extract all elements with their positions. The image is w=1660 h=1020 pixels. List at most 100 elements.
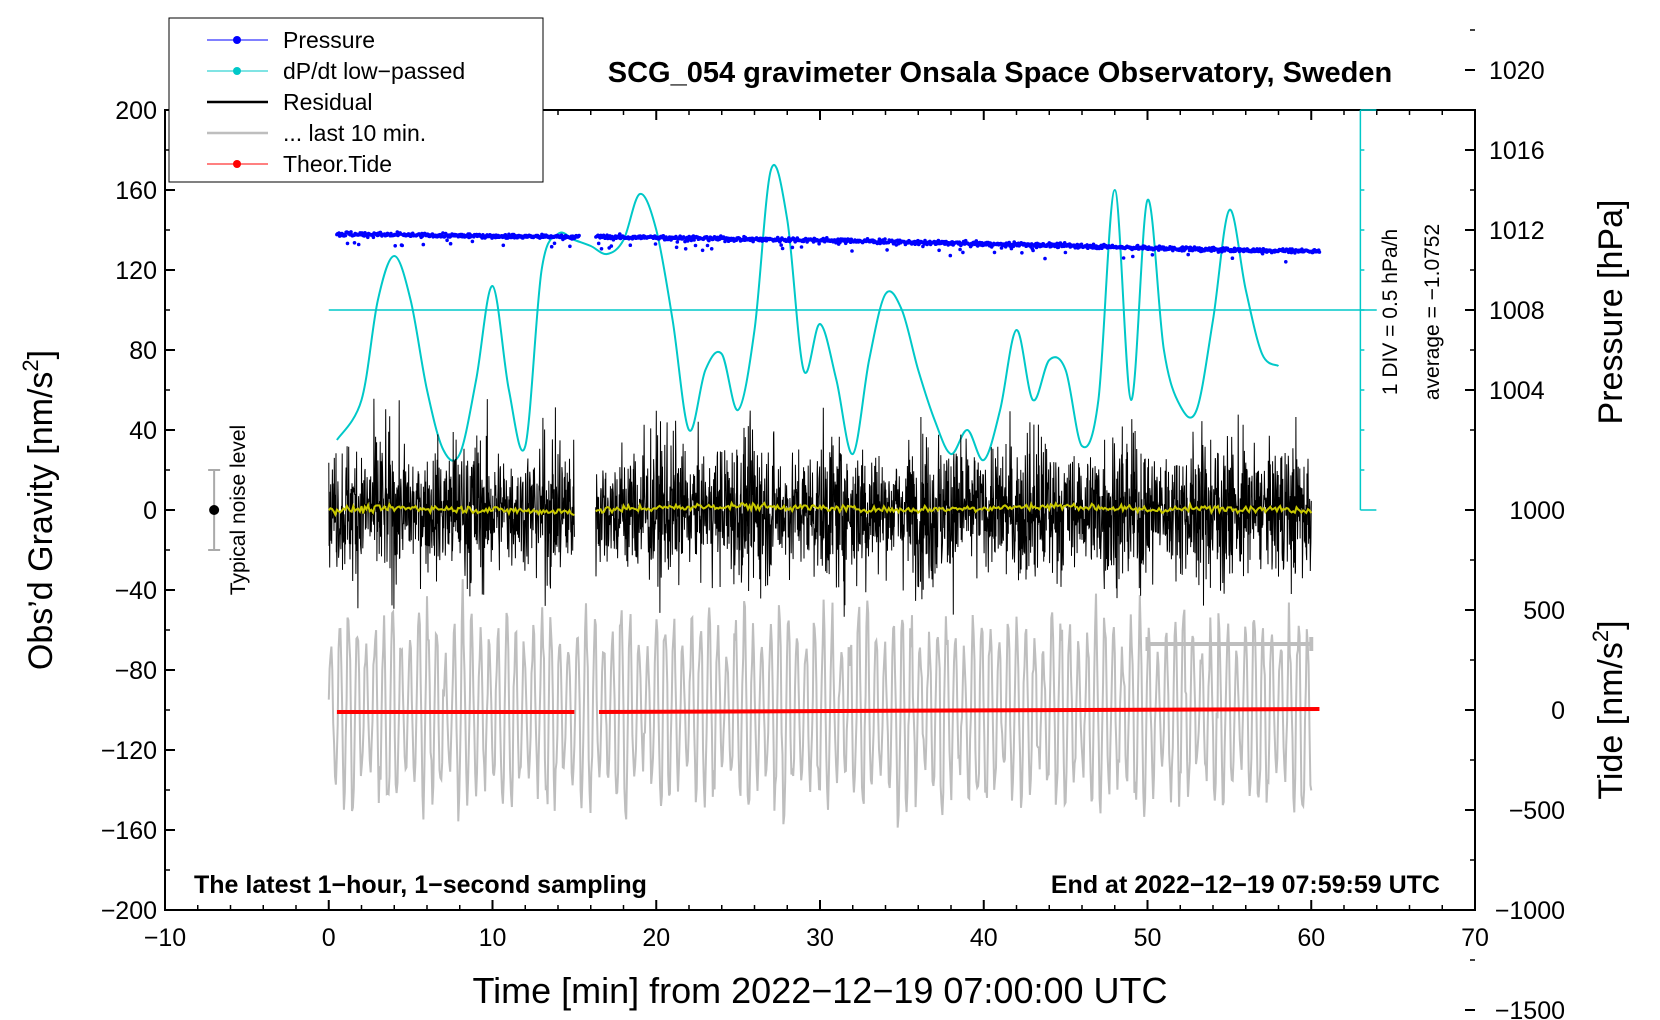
- tide-tick-label: 0: [1551, 697, 1565, 725]
- noise-level-label: Typical noise level: [227, 425, 250, 595]
- pressure-point: [609, 244, 614, 248]
- legend-marker: [233, 67, 241, 75]
- pressure-tick-label: 1008: [1489, 297, 1545, 325]
- tide-axis-label: Tide [nm/s2]: [1588, 620, 1630, 799]
- pressure-point: [549, 244, 554, 249]
- tide-tick-label: −1500: [1495, 997, 1565, 1020]
- pressure-point: [345, 241, 350, 246]
- chart-overlays: [208, 109, 1377, 651]
- pressure-point: [817, 241, 821, 246]
- pressure-point: [1043, 256, 1047, 261]
- pressure-point: [779, 243, 783, 247]
- pressure-point: [709, 247, 714, 251]
- pressure-point: [568, 244, 572, 249]
- pressure-point: [552, 241, 557, 246]
- residual-line: [328, 398, 1312, 617]
- theor-tide-line: [598, 707, 1320, 714]
- y-tick-label: −160: [101, 817, 157, 845]
- x-tick-label: 60: [1297, 924, 1325, 952]
- pressure-point: [1020, 251, 1024, 255]
- y-tick-label: 160: [115, 177, 157, 205]
- pressure-point: [1260, 251, 1265, 256]
- pressure-axis-label: Pressure [hPa]: [1592, 200, 1630, 425]
- legend-label: ... last 10 min.: [283, 120, 426, 146]
- last-10-min-series: [327, 579, 1313, 828]
- pressure-point: [352, 241, 357, 245]
- pressure-point: [448, 241, 453, 246]
- pressure-point: [470, 239, 475, 244]
- y-tick-label: 0: [143, 497, 157, 525]
- pressure-point: [393, 244, 398, 248]
- annotation-sampling: The latest 1−hour, 1−second sampling: [194, 871, 647, 899]
- residual-smoothed-series: [328, 500, 1313, 518]
- legend-label: dP/dt low−passed: [283, 58, 465, 84]
- dpdt-series: [336, 163, 1280, 462]
- pressure-point: [1121, 256, 1126, 260]
- pressure-point: [877, 237, 882, 241]
- noise-bar-center: [209, 505, 220, 515]
- pressure-tick-label: 1016: [1489, 137, 1545, 165]
- pressure-point: [958, 247, 962, 252]
- pressure-point: [599, 247, 604, 251]
- pressure-series: [335, 230, 1322, 264]
- pressure-point: [628, 243, 633, 247]
- pressure-point: [948, 253, 953, 258]
- pressure-point: [705, 243, 710, 248]
- pressure-point: [885, 248, 889, 252]
- pressure-point: [1186, 252, 1190, 257]
- pressure-point: [705, 235, 709, 239]
- pressure-point: [371, 235, 376, 240]
- dpdt-line: [336, 163, 1280, 462]
- tide-tick-label: 1000: [1509, 497, 1565, 525]
- tide-axis-ticks: 1000 500 0 −500 −1000 −1500: [1465, 497, 1565, 1020]
- legend-label: Theor.Tide: [283, 151, 392, 177]
- pressure-point: [992, 250, 997, 255]
- y-axis-label: Obs’d Gravity [nm/s2]: [18, 350, 60, 670]
- x-tick-label: 50: [1134, 924, 1162, 952]
- pressure-point: [1150, 253, 1155, 257]
- pressure-point: [961, 250, 965, 255]
- pressure-point: [883, 237, 887, 241]
- pressure-point: [799, 245, 804, 249]
- pressure-point: [1031, 248, 1035, 253]
- pressure-point: [1317, 250, 1322, 254]
- pressure-point: [674, 245, 679, 250]
- pressure-point: [683, 247, 688, 251]
- legend: Pressure dP/dt low−passed Residual ... last…: [168, 17, 544, 183]
- residual-series: [328, 398, 1312, 617]
- y-tick-label: −200: [101, 897, 157, 925]
- legend-box: [168, 17, 544, 183]
- x-tick-label: 40: [970, 924, 998, 952]
- div-scale-label: 1 DIV = 0.5 hPa/h: [1379, 229, 1402, 395]
- legend-marker: [233, 160, 241, 168]
- pressure-point: [675, 240, 680, 244]
- y-axis-ticks: 200 160 120 80 40 0 −40 −80 −120 −160 −200: [101, 97, 175, 925]
- pressure-point: [366, 235, 370, 240]
- tide-tick-label: 500: [1523, 597, 1565, 625]
- x-axis-ticks: −10 0 10 20 30 40 50 60 70: [144, 110, 1489, 952]
- y-tick-label: 120: [115, 257, 157, 285]
- pressure-point: [349, 230, 353, 234]
- y-tick-label: −120: [101, 737, 157, 765]
- pressure-point: [1131, 254, 1135, 259]
- pressure-point: [596, 241, 601, 246]
- y-tick-label: 40: [129, 417, 157, 445]
- pressure-point: [343, 233, 348, 238]
- x-tick-label: 70: [1461, 924, 1489, 952]
- pressure-point: [850, 249, 854, 253]
- pressure-point: [618, 232, 622, 236]
- pressure-point: [1230, 256, 1235, 261]
- x-tick-label: 20: [642, 924, 670, 952]
- legend-label: Residual: [283, 89, 373, 115]
- average-label: average = −1.0752: [1421, 224, 1444, 400]
- pressure-point: [974, 239, 979, 243]
- legend-label: Pressure: [283, 27, 375, 53]
- pressure-tick-label: 1012: [1489, 217, 1545, 245]
- pressure-point: [700, 248, 705, 253]
- pressure-point: [577, 233, 581, 238]
- theor-tide-series: [336, 707, 1320, 714]
- pressure-point: [653, 242, 658, 246]
- x-tick-label: −10: [144, 924, 186, 952]
- pressure-point: [356, 242, 361, 247]
